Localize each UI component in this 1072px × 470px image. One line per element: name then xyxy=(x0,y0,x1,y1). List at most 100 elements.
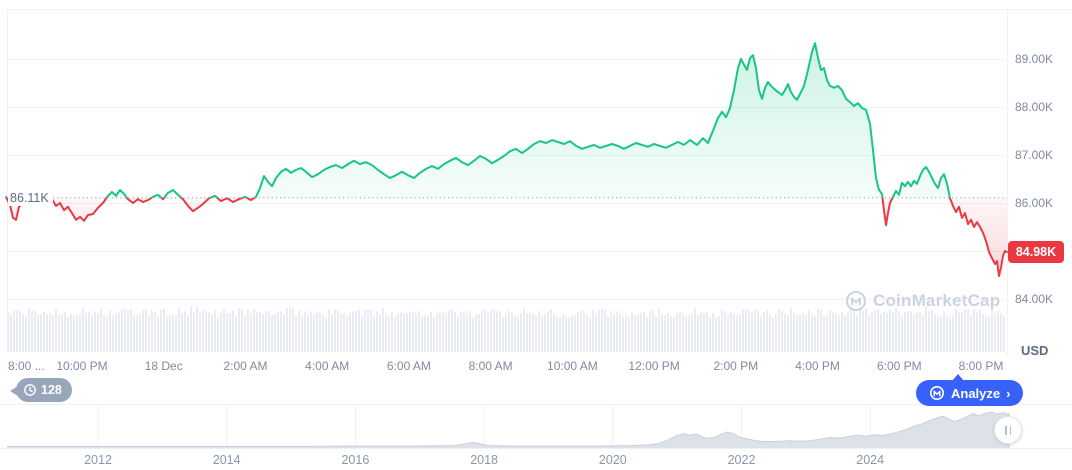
volume-bar xyxy=(670,316,672,352)
volume-bar xyxy=(664,315,666,352)
volume-bar xyxy=(223,309,225,352)
volume-bar xyxy=(904,312,906,352)
history-count-badge[interactable]: 128 xyxy=(10,378,72,402)
volume-bar xyxy=(55,309,57,352)
volume-bar xyxy=(136,315,138,352)
analyze-button[interactable]: Analyze › xyxy=(916,374,1024,406)
volume-bar xyxy=(457,316,459,352)
volume-bar xyxy=(484,309,486,352)
analyze-logo-icon xyxy=(930,386,944,400)
volume-bar xyxy=(217,317,219,352)
volume-bar xyxy=(550,309,552,352)
volume-bar xyxy=(319,311,321,352)
volume-bar xyxy=(241,309,243,352)
volume-bar xyxy=(208,312,210,352)
volume-bar xyxy=(952,315,954,352)
volume-bar xyxy=(958,312,960,352)
volume-bar xyxy=(328,309,330,352)
volume-bar xyxy=(82,308,84,352)
x-axis-tick-label: 6:00 AM xyxy=(386,359,431,373)
range-drag-handle[interactable] xyxy=(994,416,1022,444)
volume-bar xyxy=(490,310,492,352)
y-axis-tick-label: 84.00K xyxy=(1015,292,1054,306)
volume-bar xyxy=(463,311,465,352)
navigator-area xyxy=(7,412,1010,448)
volume-bar xyxy=(991,310,993,352)
current-price-badge: 84.98K xyxy=(1008,241,1064,263)
x-axis-tick-label: 10:00 AM xyxy=(547,359,598,373)
volume-bar xyxy=(601,308,603,352)
volume-bar xyxy=(391,312,393,352)
volume-bar xyxy=(595,313,597,352)
volume-bar xyxy=(262,314,264,352)
volume-bar xyxy=(586,315,588,352)
volume-bar xyxy=(676,312,678,352)
volume-bar xyxy=(286,308,288,352)
price-line-chart[interactable] xyxy=(0,0,1072,360)
x-axis-tick-label: 12:00 PM xyxy=(628,359,680,373)
volume-bar xyxy=(637,314,639,352)
volume-bar xyxy=(742,309,744,352)
volume-bar xyxy=(823,316,825,352)
volume-bar xyxy=(916,312,918,352)
volume-bar xyxy=(496,311,498,352)
volume-bar xyxy=(373,315,375,352)
volume-bar xyxy=(172,315,174,352)
volume-bar xyxy=(265,311,267,352)
volume-bar xyxy=(883,312,885,352)
volume-bar xyxy=(706,312,708,352)
range-navigator[interactable] xyxy=(0,405,1072,451)
volume-bar xyxy=(157,316,159,352)
volume-bar xyxy=(412,312,414,352)
volume-bar xyxy=(142,310,144,352)
volume-bar xyxy=(1000,313,1002,352)
x-axis-tick-label: 18 Dec xyxy=(144,359,183,373)
volume-bar xyxy=(802,312,804,352)
volume-bar xyxy=(145,309,147,352)
volume-bar xyxy=(475,314,477,352)
volume-bar xyxy=(250,313,252,352)
volume-bar xyxy=(820,309,822,352)
navigator-baseline xyxy=(0,448,1072,449)
volume-bar xyxy=(499,311,501,352)
y-gridline xyxy=(7,251,1007,252)
volume-bar xyxy=(511,312,513,352)
volume-bar xyxy=(604,310,606,352)
volume-bar xyxy=(226,313,228,352)
volume-bar xyxy=(22,314,24,352)
volume-bar xyxy=(28,308,30,352)
volume-bar xyxy=(892,312,894,352)
volume-bar xyxy=(151,310,153,352)
volume-bar xyxy=(649,311,651,352)
volume-bar xyxy=(817,308,819,352)
volume-bar xyxy=(184,311,186,352)
volume-bar xyxy=(772,317,774,352)
volume-bar xyxy=(622,316,624,352)
volume-bar xyxy=(70,314,72,352)
volume-bar xyxy=(937,315,939,352)
analyze-label: Analyze xyxy=(951,385,1001,401)
volume-bar xyxy=(973,310,975,352)
volume-bar xyxy=(931,310,933,352)
volume-bar xyxy=(40,314,42,352)
volume-bar xyxy=(247,310,249,352)
price-area-above-baseline xyxy=(6,43,1007,198)
volume-bar xyxy=(922,315,924,352)
volume-bar xyxy=(766,310,768,352)
volume-bar xyxy=(271,315,273,352)
volume-bar xyxy=(661,314,663,352)
volume-bar xyxy=(43,312,45,352)
volume-bar xyxy=(361,315,363,352)
currency-label[interactable]: USD xyxy=(1021,343,1049,358)
volume-bar xyxy=(1003,316,1005,352)
year-label: 2014 xyxy=(212,453,241,467)
year-label: 2020 xyxy=(598,453,627,467)
volume-bar xyxy=(757,310,759,352)
volume-bar xyxy=(406,313,408,352)
volume-bar xyxy=(763,312,765,352)
y-axis-tick-label: 88.00K xyxy=(1015,100,1054,114)
volume-bar xyxy=(205,311,207,352)
volume-bar xyxy=(310,311,312,352)
volume-bar xyxy=(730,312,732,352)
volume-bar xyxy=(220,312,222,352)
